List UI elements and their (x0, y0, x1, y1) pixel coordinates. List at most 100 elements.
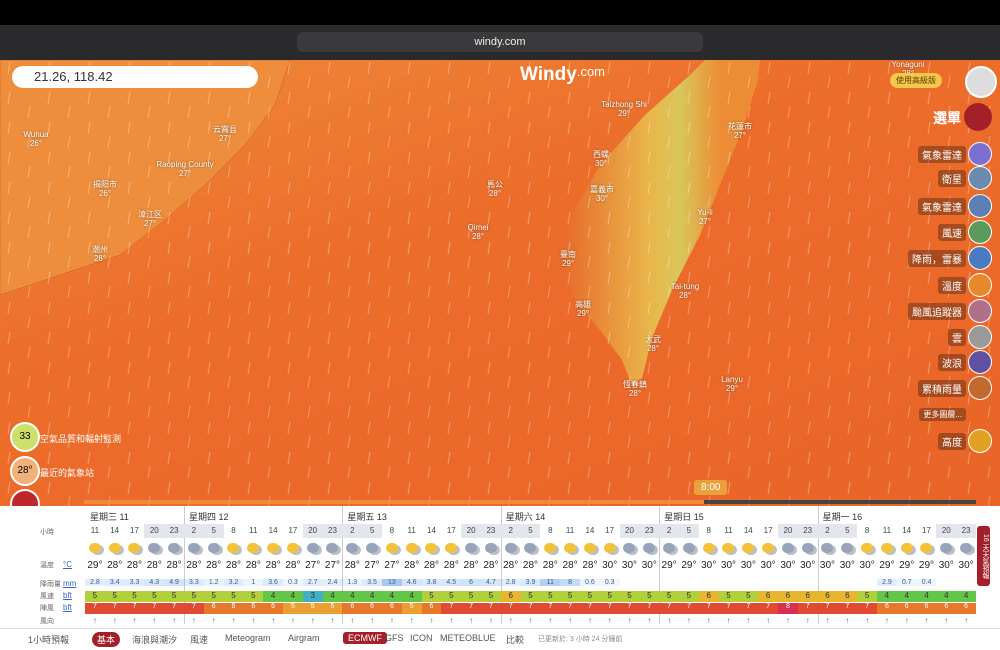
gust: 7 (540, 603, 561, 614)
layer-button[interactable]: 氣象雷達 (918, 146, 966, 163)
premium-button[interactable]: 使用高級版 (890, 73, 942, 88)
tab[interactable]: 風速 (190, 635, 209, 645)
tab[interactable]: 基本 (92, 632, 121, 647)
hour: 11 (407, 526, 416, 535)
layer-button[interactable]: 高度 (938, 433, 966, 450)
hour: 20 (461, 524, 481, 538)
layer-button[interactable]: 衛星 (938, 170, 966, 187)
wind: 4 (362, 591, 382, 602)
place-temp: 30° (594, 159, 608, 168)
row-unit[interactable]: °C (63, 560, 72, 569)
wind-arrow: ↑ (469, 616, 474, 625)
layer-icon[interactable] (968, 376, 992, 400)
menu-icon[interactable] (964, 103, 992, 131)
gust: 7 (738, 603, 759, 614)
row-unit[interactable]: bft (63, 603, 72, 612)
icon-shape (583, 543, 596, 553)
layer-icon[interactable] (968, 350, 992, 374)
gust: 7 (144, 603, 165, 614)
model[interactable]: METEOBLUE (440, 633, 496, 643)
compare[interactable]: 比較 (506, 635, 525, 645)
menu-button[interactable]: 選單 (933, 110, 961, 126)
wind-arrow: ↑ (132, 616, 137, 625)
gust: 6 (382, 603, 402, 614)
tab[interactable]: 海浪與潮汐 (132, 635, 178, 645)
day-label: 星期六 14 (505, 512, 546, 522)
weather-icon (620, 543, 640, 557)
weather-icon (184, 543, 204, 557)
wind-arrow: ↑ (92, 616, 97, 625)
widget-badge[interactable]: 28° (10, 456, 40, 486)
layer-icon[interactable] (968, 325, 992, 349)
layer-button[interactable]: 雲 (948, 329, 966, 346)
side-tab[interactable]: 16 天天氣預報 (977, 526, 990, 586)
icon-shape (366, 543, 379, 553)
hour: 11 (249, 526, 258, 535)
temp: 28° (562, 560, 578, 571)
wind: 4 (342, 591, 363, 602)
day-label: 星期日 15 (664, 512, 704, 522)
icon-shape (425, 543, 438, 553)
row-unit[interactable]: mm (63, 579, 77, 588)
layer-button[interactable]: 降雨，雷暴 (908, 250, 966, 267)
layer-icon[interactable] (968, 194, 992, 218)
hour: 14 (110, 526, 120, 535)
model[interactable]: ICON (410, 633, 433, 643)
wind: 4 (936, 591, 957, 602)
layer-icon[interactable] (968, 299, 992, 323)
tab[interactable]: Meteogram (225, 633, 271, 643)
layer-icon[interactable] (968, 273, 992, 297)
hour: 2 (659, 524, 679, 538)
hour: 11 (565, 526, 575, 535)
layer-icon[interactable] (968, 429, 992, 453)
wind-arrow: ↑ (508, 616, 513, 625)
place-temp: 28° (93, 254, 107, 263)
widget-badge[interactable]: 33 (10, 422, 40, 452)
layer-button[interactable]: 氣象雷達 (918, 198, 966, 215)
place-temp: 27° (218, 134, 232, 143)
place-name: 大武 (645, 335, 661, 344)
search-box[interactable]: 21.26, 118.42 (12, 66, 258, 88)
wind: 6 (817, 591, 838, 602)
layer-icon[interactable] (968, 246, 992, 270)
layer-icon[interactable] (968, 166, 992, 190)
hourly-toggle[interactable]: 1小時預報 (28, 635, 70, 645)
layer-button[interactable]: 波浪 (938, 354, 966, 371)
icon-shape (643, 543, 656, 553)
forecast-table: 小時 溫度 °C 降雨量 mm 風速 bft 陣風 bft 風向 星期三 11 11 29° 2.8 5 7 ↑… (0, 506, 1000, 628)
gust: 7 (837, 603, 858, 614)
row-unit[interactable]: bft (63, 591, 72, 600)
place-temp: 29° (576, 309, 590, 318)
place-name: Lanyu (721, 375, 743, 384)
layer-button[interactable]: 累積雨量 (918, 380, 966, 397)
timeline-time[interactable]: 8:00 (694, 480, 728, 495)
url-bar[interactable]: windy.com (297, 32, 703, 52)
place-name: 恆春鎮 (623, 380, 647, 389)
layer-button[interactable]: 颱風追蹤器 (908, 303, 966, 320)
widget-label[interactable]: 空氣品質和輻射監測 (40, 434, 122, 444)
layer-icon[interactable] (968, 220, 992, 244)
avatar[interactable] (965, 66, 997, 98)
temp: 28° (503, 560, 519, 571)
rain: 4.7 (481, 579, 501, 586)
model[interactable]: ECMWF (343, 632, 387, 644)
wind: 5 (184, 591, 204, 602)
layer-button[interactable]: 更多圖層... (919, 408, 966, 421)
layer-button[interactable]: 風速 (938, 224, 966, 241)
layer-icon[interactable] (968, 142, 992, 166)
rain: 0.7 (896, 579, 917, 586)
gust: 5 (283, 603, 303, 614)
weather-icon (560, 543, 580, 557)
map[interactable]: Wuhua 26° Raoping County 27° 云霄县 27° 揭阳市 26° 漳江区… (0, 60, 1000, 506)
temp: 30° (701, 560, 717, 571)
widget-label[interactable]: 最近的氣象站 (40, 468, 95, 478)
temp: 30° (859, 560, 875, 571)
layer-button[interactable]: 溫度 (938, 277, 966, 294)
icon-shape (801, 543, 814, 553)
place-name: Yonaguni (891, 60, 925, 69)
wind-arrow: ↑ (112, 616, 117, 625)
tab[interactable]: Airgram (288, 633, 320, 643)
icon-shape (880, 543, 893, 553)
model[interactable]: GFS (385, 633, 404, 643)
logo[interactable]: Windy .com (520, 64, 605, 86)
